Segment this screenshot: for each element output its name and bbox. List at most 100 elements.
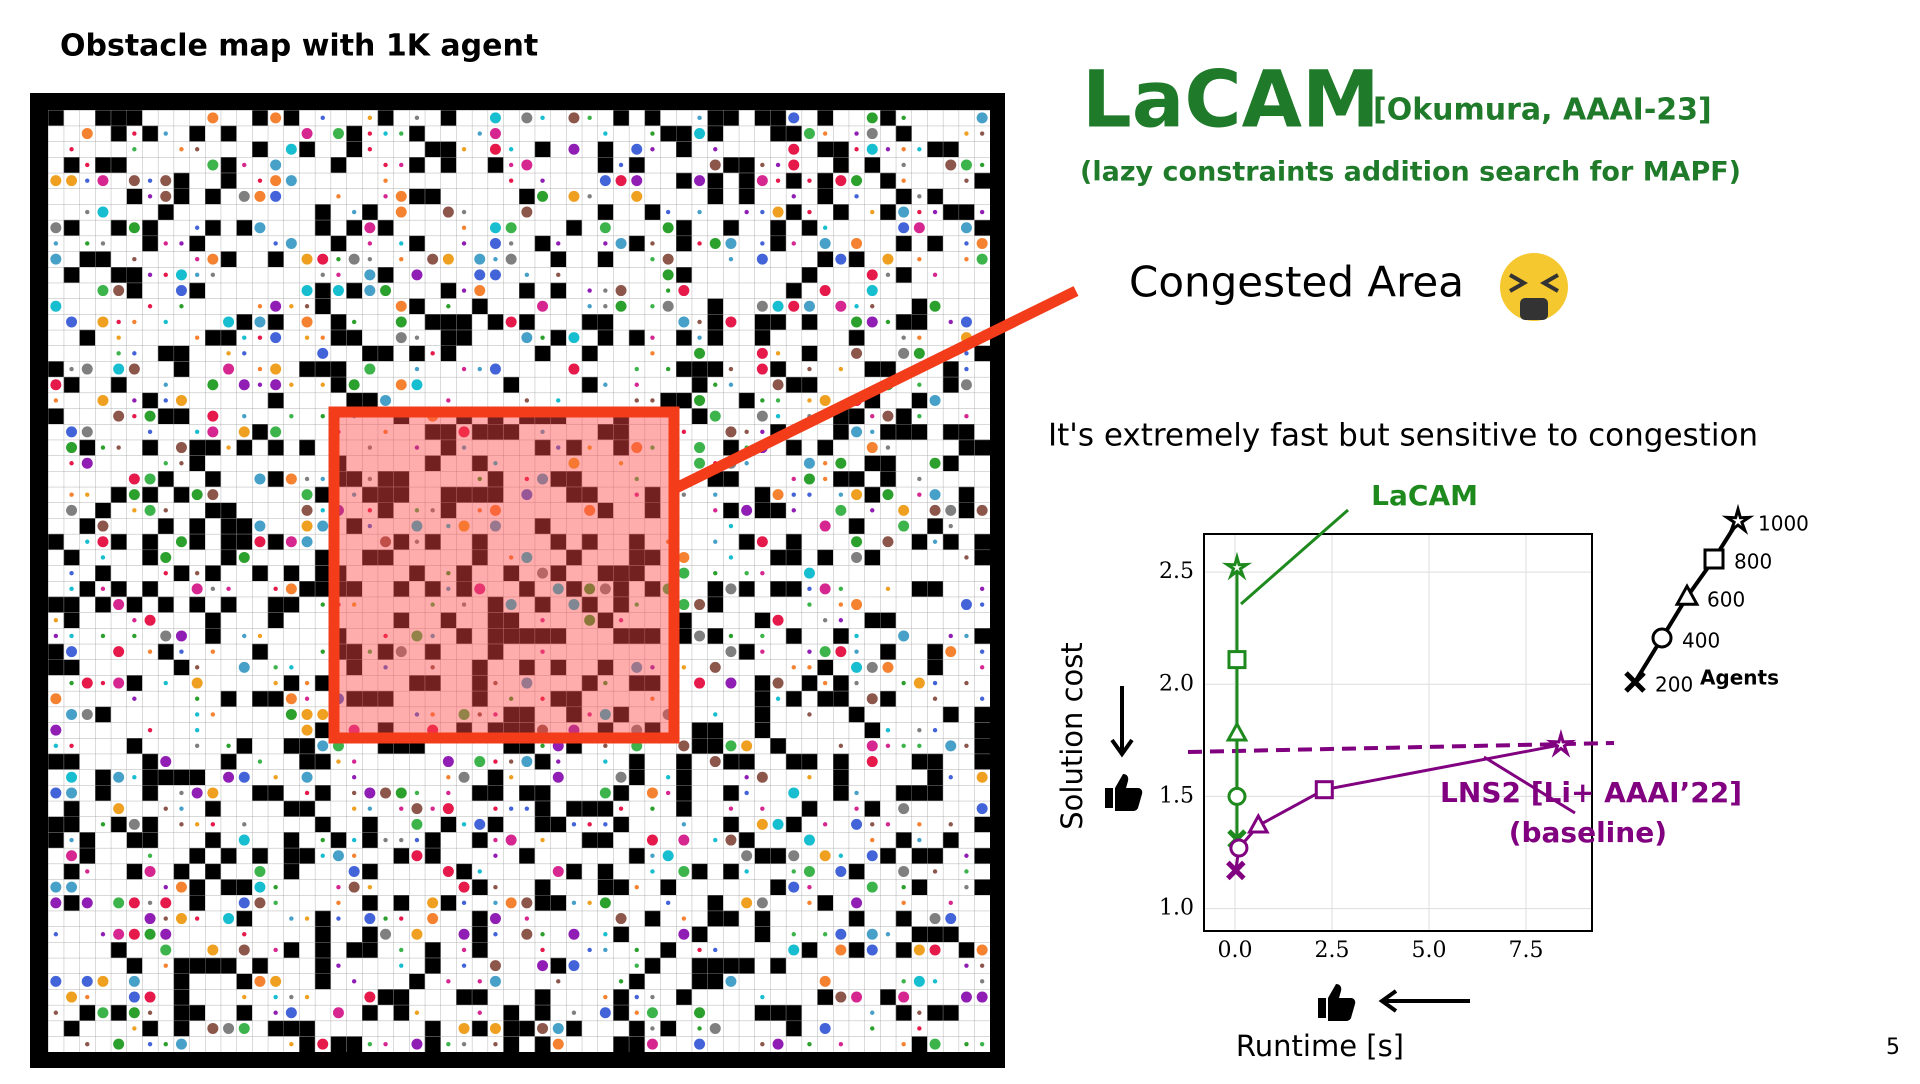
agent <box>917 382 922 387</box>
agent <box>775 398 781 403</box>
agent <box>650 256 655 262</box>
marker <box>1721 503 1755 535</box>
agent <box>819 975 831 987</box>
agent <box>728 555 734 560</box>
agent <box>807 712 812 717</box>
agent <box>976 944 988 956</box>
agent <box>380 787 392 799</box>
agent <box>741 897 753 909</box>
agent <box>508 147 514 152</box>
agent <box>399 837 404 843</box>
agent <box>285 583 297 595</box>
agent <box>430 712 435 717</box>
agent <box>775 696 781 701</box>
agent <box>615 913 627 925</box>
agent <box>756 897 768 909</box>
agent <box>508 162 514 168</box>
agent <box>446 775 451 780</box>
agent <box>132 351 137 356</box>
agent <box>976 803 988 815</box>
agent <box>144 928 156 940</box>
agent <box>851 426 863 438</box>
agent <box>870 1010 875 1015</box>
agent <box>870 429 875 435</box>
agent <box>113 677 125 689</box>
agent <box>697 209 702 215</box>
agent <box>304 304 310 309</box>
agent <box>741 504 753 516</box>
agent <box>603 994 608 1000</box>
agent <box>584 614 596 626</box>
agent <box>489 222 501 234</box>
agent <box>540 335 545 340</box>
agent <box>414 115 420 121</box>
agent <box>132 319 137 325</box>
x-tick-label: 5.0 <box>1412 938 1447 963</box>
agent <box>556 272 561 278</box>
agent <box>709 410 721 422</box>
agent <box>50 881 62 893</box>
agent <box>760 633 765 639</box>
agent <box>304 916 310 921</box>
agent <box>257 178 263 183</box>
agent <box>395 787 407 799</box>
agent <box>160 756 172 768</box>
agent <box>207 944 219 956</box>
agent <box>285 693 297 705</box>
agent <box>113 599 125 611</box>
agent <box>898 865 910 877</box>
agent <box>317 1038 329 1050</box>
agent <box>665 366 671 372</box>
agent <box>807 492 812 497</box>
agent <box>132 131 137 136</box>
agent <box>505 599 517 611</box>
agent <box>571 1010 577 1015</box>
agent <box>304 476 310 482</box>
agent <box>524 398 530 403</box>
agent <box>618 162 624 168</box>
agent <box>458 426 470 438</box>
agent <box>760 162 765 168</box>
agent <box>210 822 216 827</box>
agent <box>348 379 360 391</box>
marker <box>1314 780 1334 800</box>
agent <box>399 162 404 168</box>
agent <box>113 1038 125 1050</box>
agent <box>383 178 388 183</box>
agent <box>289 382 294 387</box>
agent <box>948 822 953 827</box>
agent <box>66 708 78 720</box>
agent <box>697 335 702 340</box>
agent <box>882 661 894 673</box>
agent <box>163 963 168 968</box>
agent <box>662 850 674 862</box>
agent <box>414 445 420 450</box>
agent <box>364 913 376 925</box>
series-label: LaCAM <box>1371 479 1478 512</box>
agent <box>474 285 486 297</box>
marker <box>1703 548 1725 570</box>
agent <box>160 175 172 187</box>
agent <box>179 790 184 796</box>
agent <box>128 897 140 909</box>
agent <box>383 429 388 435</box>
agent <box>367 476 373 482</box>
summary: It's extremely fast but sensitive to con… <box>1048 418 1758 454</box>
agent <box>697 1026 702 1031</box>
agent <box>807 586 812 592</box>
agent <box>697 319 702 325</box>
agent <box>301 253 313 265</box>
agents <box>50 112 988 1050</box>
thumb-icon <box>1318 984 1356 1021</box>
agent <box>474 253 486 265</box>
agent <box>207 410 219 422</box>
agent <box>650 335 655 340</box>
agent <box>273 1010 278 1015</box>
agent <box>493 853 498 858</box>
agent <box>728 256 734 262</box>
agent <box>100 633 106 639</box>
agent <box>53 932 59 937</box>
agent <box>132 633 137 639</box>
agent <box>524 806 530 811</box>
agent <box>866 442 878 454</box>
